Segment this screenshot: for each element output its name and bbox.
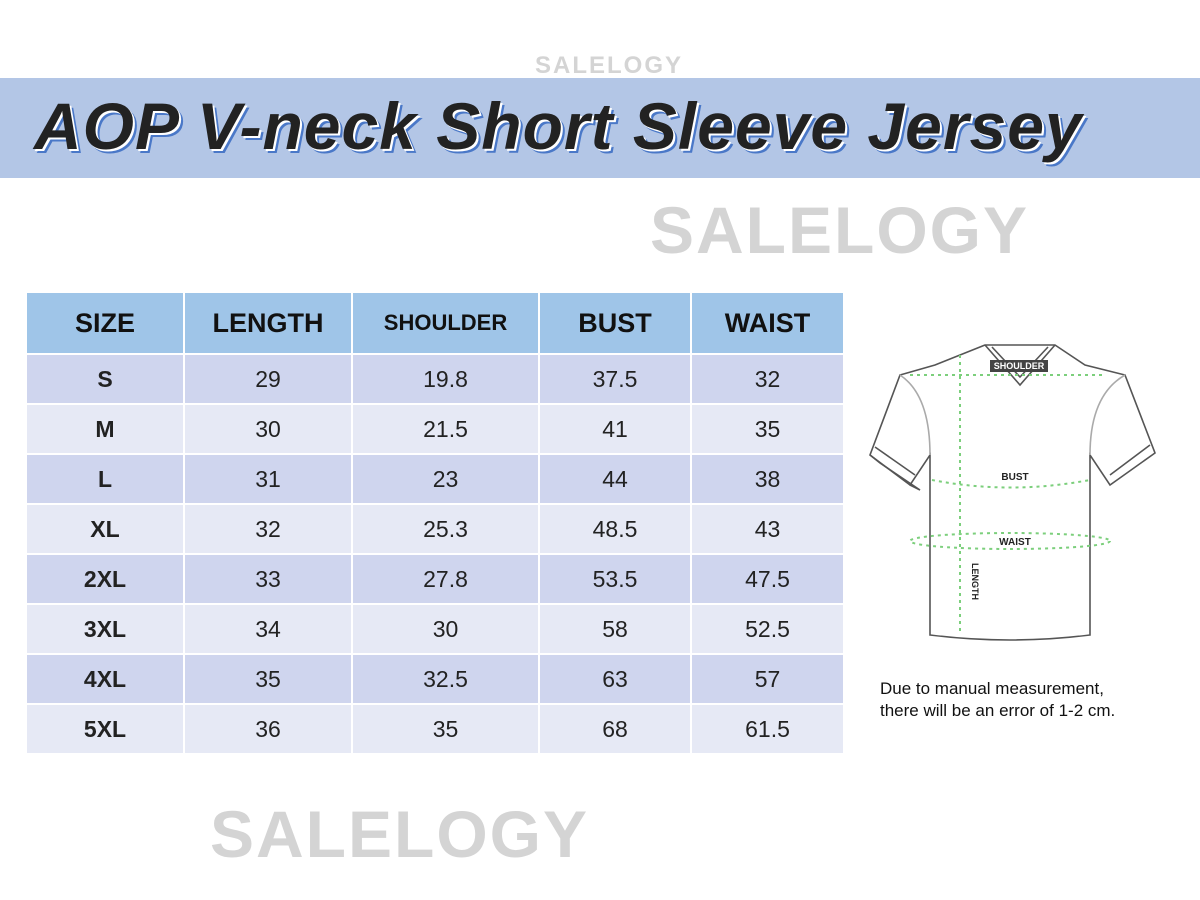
measurement-cell: 47.5 (692, 555, 843, 603)
note-line: there will be an error of 1-2 cm. (880, 701, 1116, 720)
measurement-cell: 27.8 (353, 555, 538, 603)
measurement-cell: 35 (692, 405, 843, 453)
table-row: 4XL 35 32.5 63 57 (27, 655, 843, 703)
measurement-cell: 57 (692, 655, 843, 703)
measurement-cell: 23 (353, 455, 538, 503)
measurement-cell: 35 (353, 705, 538, 753)
size-cell: M (27, 405, 183, 453)
table-row: 2XL 33 27.8 53.5 47.5 (27, 555, 843, 603)
column-header: WAIST (692, 293, 843, 353)
shoulder-label: SHOULDER (994, 361, 1045, 371)
measurement-cell: 32 (692, 355, 843, 403)
measurement-note: Due to manual measurement, there will be… (880, 678, 1115, 722)
measurement-cell: 30 (185, 405, 351, 453)
table-row: M 30 21.5 41 35 (27, 405, 843, 453)
measurement-cell: 63 (540, 655, 690, 703)
measurement-cell: 21.5 (353, 405, 538, 453)
table-row: L 31 23 44 38 (27, 455, 843, 503)
measurement-cell: 19.8 (353, 355, 538, 403)
measurement-cell: 58 (540, 605, 690, 653)
measurement-cell: 30 (353, 605, 538, 653)
size-cell: 4XL (27, 655, 183, 703)
measurement-cell: 44 (540, 455, 690, 503)
column-header: SIZE (27, 293, 183, 353)
measurement-cell: 32.5 (353, 655, 538, 703)
watermark: SALELOGY (210, 797, 590, 871)
note-line: Due to manual measurement, (880, 679, 1104, 698)
measurement-cell: 38 (692, 455, 843, 503)
measurement-cell: 52.5 (692, 605, 843, 653)
measurement-cell: 43 (692, 505, 843, 553)
measurement-cell: 35 (185, 655, 351, 703)
waist-label: WAIST (999, 537, 1031, 548)
page-title: AOP V-neck Short Sleeve Jersey (34, 89, 1083, 163)
measurement-cell: 48.5 (540, 505, 690, 553)
measurement-cell: 53.5 (540, 555, 690, 603)
size-cell: 2XL (27, 555, 183, 603)
size-chart-table: SIZE LENGTH SHOULDER BUST WAIST S 29 19.8 3… (25, 291, 845, 755)
column-header: LENGTH (185, 293, 351, 353)
size-cell: 3XL (27, 605, 183, 653)
title-banner (0, 78, 1200, 178)
size-cell: XL (27, 505, 183, 553)
column-header: SHOULDER (353, 293, 538, 353)
table-row: 3XL 34 30 58 52.5 (27, 605, 843, 653)
measurement-cell: 32 (185, 505, 351, 553)
shoulder-label-bg (990, 360, 1048, 372)
jersey-outline (869, 344, 1156, 641)
table-row: 5XL 36 35 68 61.5 (27, 705, 843, 753)
jersey-diagram: SHOULDER BUST WAIST LENGTH (869, 344, 1156, 641)
measurement-cell: 41 (540, 405, 690, 453)
measurement-cell: 61.5 (692, 705, 843, 753)
size-cell: L (27, 455, 183, 503)
watermark: SALELOGY (535, 52, 684, 79)
measurement-cell: 68 (540, 705, 690, 753)
measurement-cell: 31 (185, 455, 351, 503)
table-row: S 29 19.8 37.5 32 (27, 355, 843, 403)
size-cell: S (27, 355, 183, 403)
measurement-cell: 25.3 (353, 505, 538, 553)
measurement-cell: 34 (185, 605, 351, 653)
table-row: XL 32 25.3 48.5 43 (27, 505, 843, 553)
measurement-lines (909, 355, 1111, 635)
column-header: BUST (540, 293, 690, 353)
watermark: SALELOGY (650, 193, 1030, 267)
size-cell: 5XL (27, 705, 183, 753)
table-header-row: SIZE LENGTH SHOULDER BUST WAIST (27, 293, 843, 353)
measurement-cell: 33 (185, 555, 351, 603)
measurement-cell: 37.5 (540, 355, 690, 403)
measurement-cell: 29 (185, 355, 351, 403)
measurement-cell: 36 (185, 705, 351, 753)
bust-label: BUST (1001, 472, 1028, 483)
length-label: LENGTH (970, 563, 980, 600)
